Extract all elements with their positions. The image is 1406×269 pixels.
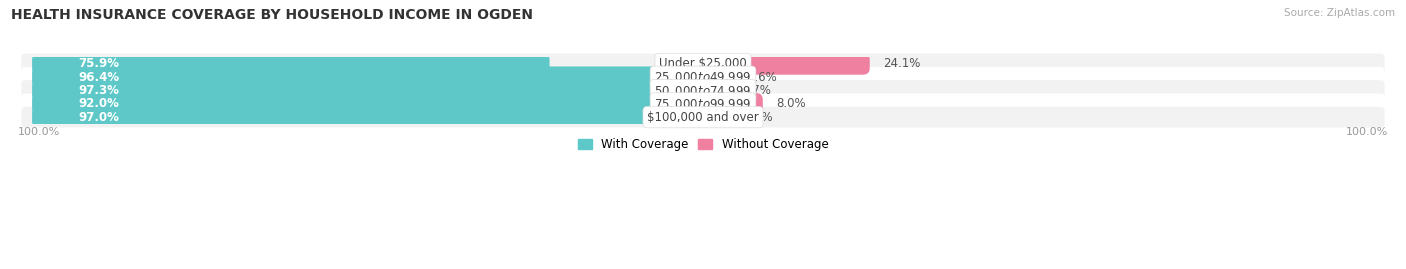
FancyBboxPatch shape: [21, 80, 1385, 101]
Text: 92.0%: 92.0%: [79, 97, 120, 110]
Text: $50,000 to $74,999: $50,000 to $74,999: [654, 84, 752, 98]
Text: $100,000 and over: $100,000 and over: [647, 111, 759, 124]
FancyBboxPatch shape: [696, 66, 734, 88]
Text: 75.9%: 75.9%: [79, 58, 120, 70]
Text: 97.3%: 97.3%: [79, 84, 120, 97]
FancyBboxPatch shape: [32, 93, 657, 115]
Text: Under $25,000: Under $25,000: [659, 58, 747, 70]
FancyBboxPatch shape: [21, 67, 1385, 88]
FancyBboxPatch shape: [21, 107, 1385, 128]
Text: 97.0%: 97.0%: [79, 111, 120, 124]
FancyBboxPatch shape: [32, 66, 686, 88]
Text: $75,000 to $99,999: $75,000 to $99,999: [654, 97, 752, 111]
Text: HEALTH INSURANCE COVERAGE BY HOUSEHOLD INCOME IN OGDEN: HEALTH INSURANCE COVERAGE BY HOUSEHOLD I…: [11, 8, 533, 22]
Text: 3.6%: 3.6%: [747, 71, 776, 84]
Text: Source: ZipAtlas.com: Source: ZipAtlas.com: [1284, 8, 1395, 18]
FancyBboxPatch shape: [32, 106, 690, 128]
Text: $25,000 to $49,999: $25,000 to $49,999: [654, 70, 752, 84]
FancyBboxPatch shape: [21, 93, 1385, 114]
Text: 24.1%: 24.1%: [883, 58, 921, 70]
Text: 2.7%: 2.7%: [741, 84, 770, 97]
FancyBboxPatch shape: [696, 80, 727, 101]
FancyBboxPatch shape: [696, 93, 763, 115]
FancyBboxPatch shape: [696, 106, 730, 128]
Text: 3.0%: 3.0%: [742, 111, 772, 124]
Text: 96.4%: 96.4%: [79, 71, 120, 84]
FancyBboxPatch shape: [696, 53, 870, 75]
FancyBboxPatch shape: [32, 80, 692, 101]
FancyBboxPatch shape: [32, 53, 550, 75]
FancyBboxPatch shape: [21, 54, 1385, 74]
Legend: With Coverage, Without Coverage: With Coverage, Without Coverage: [572, 133, 834, 156]
Text: 8.0%: 8.0%: [776, 97, 806, 110]
